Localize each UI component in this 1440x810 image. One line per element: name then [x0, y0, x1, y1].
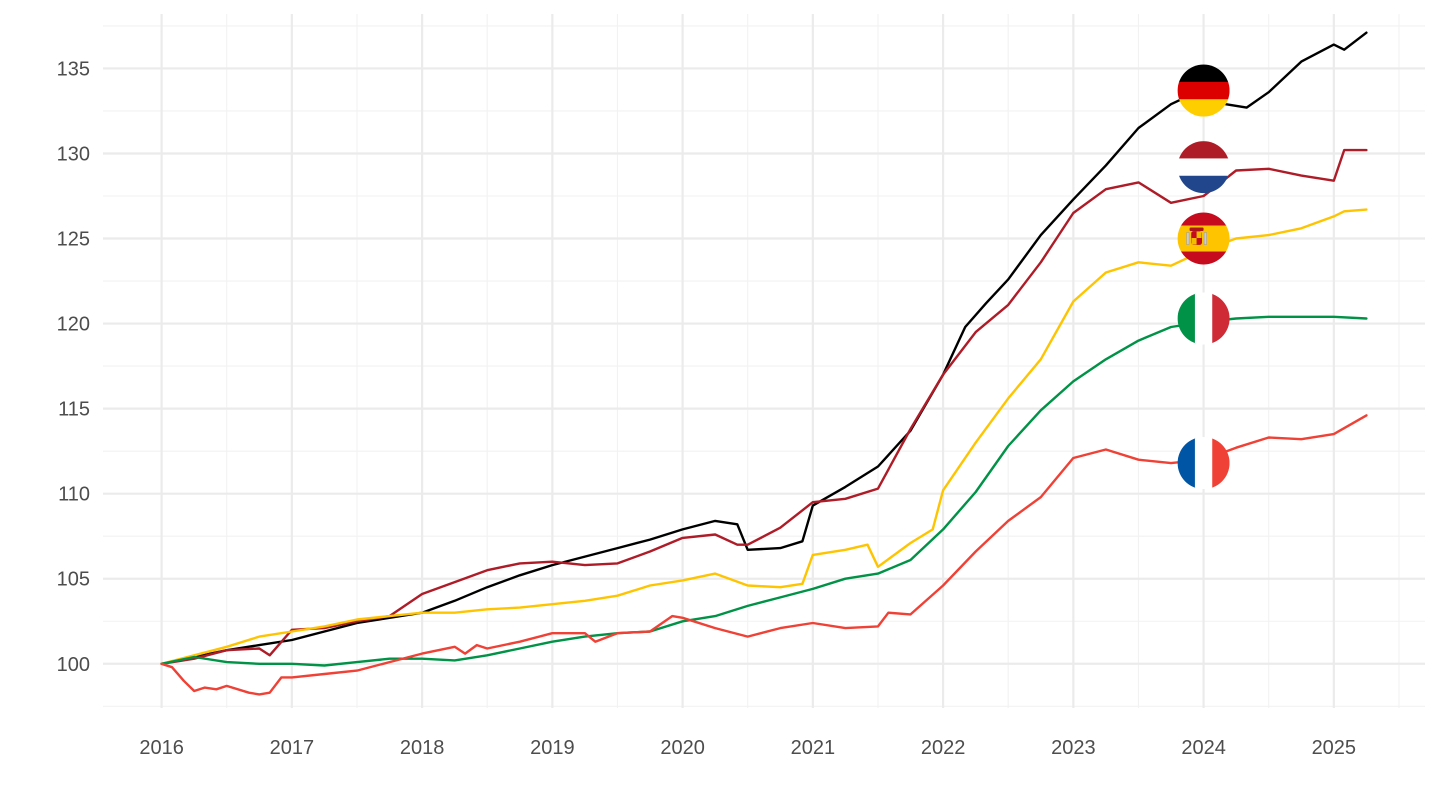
- y-tick-label: 135: [57, 58, 90, 80]
- y-axis-tick-labels: 100 105 110 115 120 125 130 135: [57, 58, 90, 675]
- series-lines: [160, 31, 1368, 696]
- x-tick-label: 2018: [400, 737, 445, 759]
- y-tick-label: 120: [57, 314, 90, 336]
- y-tick-label: 100: [57, 654, 90, 676]
- x-tick-label: 2017: [270, 737, 315, 759]
- series-line-italy: [160, 315, 1368, 667]
- series-line-germany: [160, 31, 1368, 665]
- x-tick-label: 2021: [791, 737, 836, 759]
- major-gridlines: [103, 14, 1425, 708]
- y-tick-label: 105: [57, 569, 90, 591]
- minor-gridlines: [103, 14, 1425, 708]
- spain-flag-icon: [1177, 212, 1230, 265]
- flag-markers: [1177, 64, 1230, 490]
- y-tick-label: 125: [57, 229, 90, 251]
- x-tick-label: 2024: [1181, 737, 1226, 759]
- italy-flag-icon: [1177, 292, 1230, 345]
- x-tick-label: 2023: [1051, 737, 1096, 759]
- y-tick-label: 130: [57, 143, 90, 165]
- x-tick-label: 2020: [660, 737, 705, 759]
- netherlands-flag-icon: [1177, 141, 1230, 194]
- x-tick-label: 2022: [921, 737, 966, 759]
- x-axis-tick-labels: 2016 2017 2018 2019 2020 2021 2022 2023 2024 2025: [139, 737, 1356, 759]
- x-tick-label: 2019: [530, 737, 575, 759]
- series-line-france: [160, 414, 1368, 696]
- france-flag-icon: [1177, 437, 1230, 490]
- y-tick-label: 110: [58, 484, 90, 506]
- x-tick-label: 2016: [139, 737, 184, 759]
- series-line-spain: [160, 208, 1368, 665]
- x-tick-label: 2025: [1312, 737, 1357, 759]
- series-line-netherlands: [160, 148, 1368, 665]
- y-tick-label: 115: [58, 399, 90, 421]
- germany-flag-icon: [1177, 64, 1230, 117]
